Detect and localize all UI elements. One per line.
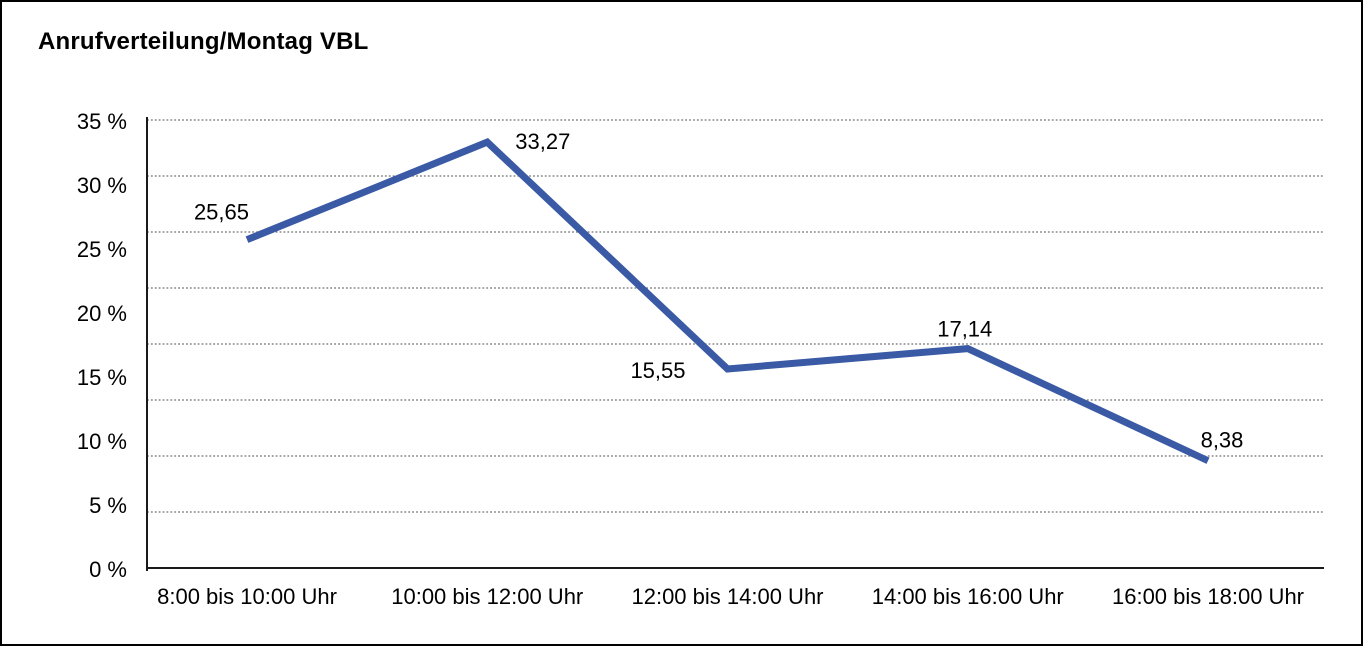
x-axis-category-label: 10:00 bis 12:00 Uhr <box>391 584 583 609</box>
point-value-label: 17,14 <box>937 317 992 342</box>
chart-title: Anrufverteilung/Montag VBL <box>38 28 369 55</box>
point-value-label: 15,55 <box>630 358 685 383</box>
y-axis-tick-label: 30 % <box>77 173 127 198</box>
point-value-label: 33,27 <box>515 129 570 154</box>
y-axis-tick-label: 20 % <box>77 301 127 326</box>
y-axis-tick-label: 0 % <box>89 557 127 582</box>
y-axis-tick-label: 35 % <box>77 109 127 134</box>
y-axis-tick-label: 10 % <box>77 429 127 454</box>
point-value-label: 8,38 <box>1201 428 1244 453</box>
y-axis-tick-label: 25 % <box>77 237 127 262</box>
x-axis-category-label: 16:00 bis 18:00 Uhr <box>1112 584 1304 609</box>
y-axis-tick-label: 5 % <box>89 493 127 518</box>
x-axis-category-label: 12:00 bis 14:00 Uhr <box>631 584 823 609</box>
x-axis-category-label: 8:00 bis 10:00 Uhr <box>157 584 337 609</box>
x-axis-category-label: 14:00 bis 16:00 Uhr <box>872 584 1064 609</box>
series-line <box>245 138 1210 464</box>
point-value-label: 25,65 <box>194 200 249 225</box>
y-axis-tick-label: 15 % <box>77 365 127 390</box>
